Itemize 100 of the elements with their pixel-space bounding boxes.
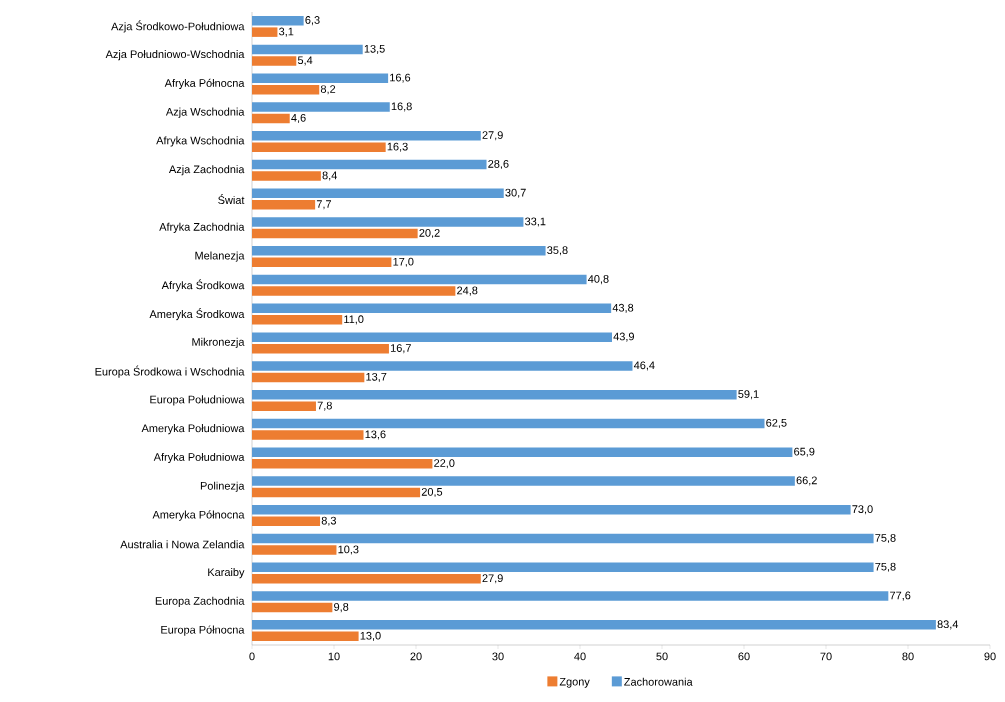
bar [252, 631, 359, 642]
y-tick-label: Ameryka Północna [152, 510, 245, 521]
data-label: 75,8 [875, 562, 896, 572]
data-label: 59,1 [738, 390, 759, 400]
data-label: 75,8 [875, 534, 896, 544]
data-label: 7,8 [317, 401, 332, 411]
data-label: 27,9 [482, 131, 503, 141]
y-tick-label: Mikronezja [192, 337, 245, 348]
data-label: 9,8 [334, 603, 349, 613]
data-label: 3,1 [279, 27, 294, 37]
y-tick-label: Polinezja [200, 481, 245, 492]
data-label: 6,3 [305, 16, 320, 26]
bar [252, 533, 874, 544]
bar [252, 171, 321, 181]
bar [252, 159, 487, 170]
bar [252, 574, 481, 584]
data-label: 13,7 [366, 372, 387, 382]
y-tick-label: Karaiby [208, 567, 245, 579]
bar [252, 274, 587, 285]
data-label: 33,1 [525, 217, 546, 227]
bar [252, 228, 418, 239]
bar [252, 188, 504, 199]
data-label: 4,6 [291, 113, 306, 123]
data-label: 73,0 [852, 505, 873, 515]
bar [252, 591, 889, 601]
bar [252, 389, 737, 400]
bar [252, 246, 546, 256]
bar [252, 332, 612, 342]
bar [252, 56, 297, 66]
x-tick-label: 0 [249, 652, 255, 661]
bar [252, 487, 421, 498]
bar [252, 430, 364, 440]
y-tick-label: Azja Wschodnia [165, 107, 245, 118]
bar [252, 458, 433, 469]
legend-label: Zgony [559, 677, 590, 688]
bar [252, 620, 936, 630]
y-tick-label: Afryka Południowa [153, 452, 245, 464]
data-label: 13,5 [364, 44, 385, 54]
data-label: 13,6 [365, 430, 386, 440]
bar [252, 372, 365, 383]
data-label: 5,4 [297, 56, 313, 66]
bar [252, 516, 321, 527]
bar [252, 27, 278, 37]
x-tick-label: 50 [656, 652, 668, 661]
data-label: 65,9 [794, 447, 815, 457]
data-label: 8,2 [320, 85, 336, 95]
bar [252, 361, 633, 371]
y-tick-label: Azja Zachodnia [168, 165, 245, 176]
data-label: 77,6 [890, 591, 911, 601]
bar [252, 602, 333, 613]
bar [252, 505, 851, 515]
x-tick-label: 70 [820, 652, 832, 661]
data-label: 16,8 [391, 102, 412, 112]
bar [252, 286, 456, 296]
bar [252, 401, 316, 411]
bar [252, 15, 304, 26]
x-tick-label: 40 [574, 652, 586, 661]
bar [252, 257, 392, 268]
y-tick-label: Ameryka Południowa [141, 424, 245, 435]
bar [252, 315, 343, 325]
y-tick-label: Świat [218, 194, 245, 204]
y-tick-label: Ameryka Środkowa [149, 308, 245, 321]
bar [252, 84, 320, 95]
data-label: 24,8 [457, 286, 478, 296]
data-label: 8,4 [322, 171, 337, 181]
data-label: 43,8 [612, 303, 634, 313]
data-label: 46,4 [633, 361, 655, 371]
data-label: 20,5 [421, 487, 443, 498]
data-label: 17,0 [393, 257, 414, 267]
data-label: 27,9 [482, 574, 503, 584]
y-tick-label: Afryka Północna [164, 78, 245, 90]
data-label: 40,8 [588, 275, 609, 285]
data-label: 66,2 [796, 476, 817, 486]
data-label: 20,2 [419, 229, 440, 239]
y-tick-label: Australia i Nowa Zelandia [120, 540, 245, 549]
data-label: 8,3 [321, 516, 337, 526]
legend-label: Zachorowania [624, 677, 693, 686]
x-tick-label: 30 [492, 652, 504, 661]
y-tick-label: Europa Północna [161, 625, 245, 636]
x-tick-label: 90 [984, 652, 996, 661]
bar [252, 343, 389, 354]
y-tick-label: Melanezja [195, 251, 245, 262]
x-tick-label: 10 [328, 652, 340, 661]
bar [252, 418, 765, 429]
x-tick-label: 20 [410, 652, 422, 661]
bar [252, 142, 386, 152]
data-label: 16,6 [390, 73, 411, 83]
data-label: 35,8 [547, 246, 568, 256]
data-label: 22,0 [434, 459, 455, 469]
bar [252, 73, 389, 83]
x-tick-label: 60 [738, 652, 750, 661]
bar [252, 303, 612, 314]
bar [252, 113, 290, 124]
y-tick-label: Azja Środkowo-Południowa [111, 20, 245, 33]
bar [252, 476, 795, 486]
data-label: 28,6 [488, 159, 509, 170]
data-label: 11,0 [344, 315, 364, 325]
data-label: 30,7 [505, 188, 526, 198]
y-tick-label: Europa Zachodnia [155, 596, 245, 607]
bar [252, 200, 316, 210]
